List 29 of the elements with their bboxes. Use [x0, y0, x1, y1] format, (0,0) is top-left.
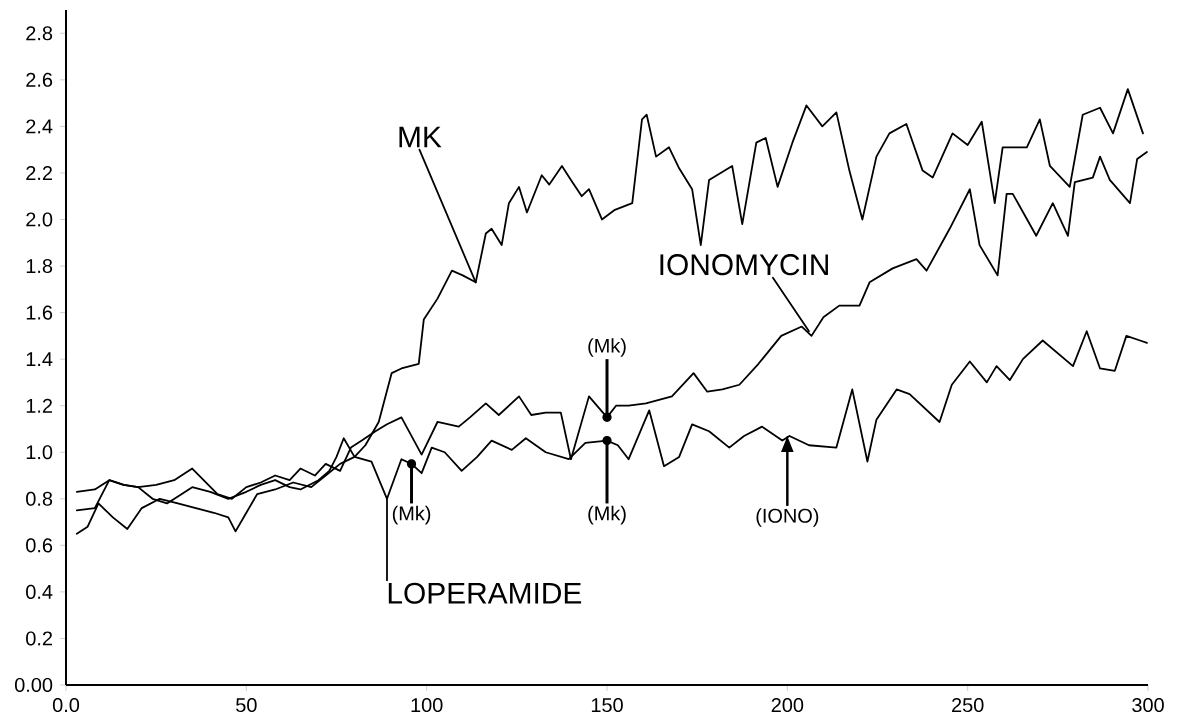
- x-tick-label: 250: [952, 698, 984, 713]
- y-tick-label: 2.6: [26, 72, 53, 87]
- y-tick-label: 0.8: [26, 491, 53, 506]
- y-tick-label: 1.4: [26, 352, 53, 366]
- y-tick-label: 2.2: [26, 165, 52, 180]
- x-tick-label: 100: [411, 698, 443, 713]
- y-tick-label: 2.8: [26, 26, 53, 41]
- y-tick-label: 0.2: [26, 631, 52, 646]
- y-tick-label: 2.4: [26, 119, 53, 134]
- annotation: (Mk): [588, 338, 626, 357]
- y-tick-label: 1.8: [26, 258, 53, 274]
- y-tick-label: 1.6: [26, 305, 53, 320]
- x-tick-label: 50: [236, 698, 257, 713]
- y-tick-label: 0.00: [14, 677, 53, 693]
- annotation: (Mk): [588, 505, 626, 525]
- x-tick-label: 150: [591, 698, 623, 713]
- annotation: (IONO): [756, 508, 819, 527]
- series-label: IONOMYCIN: [660, 254, 828, 276]
- annotation: (Mk): [392, 505, 431, 525]
- x-tick-label: 0.0: [52, 698, 80, 713]
- y-tick-label: 1.2: [26, 398, 52, 413]
- y-tick-label: 0.4: [26, 584, 53, 599]
- y-tick-label: 2.0: [26, 212, 53, 227]
- y-tick-label: 1.0: [26, 445, 53, 460]
- text: LOPERAMIDE: [388, 582, 582, 604]
- y-tick-label: 0.6: [26, 538, 53, 553]
- x-tick-label: 300: [1132, 698, 1164, 713]
- x-tick-label: 200: [771, 698, 804, 713]
- text: MK: [399, 126, 442, 148]
